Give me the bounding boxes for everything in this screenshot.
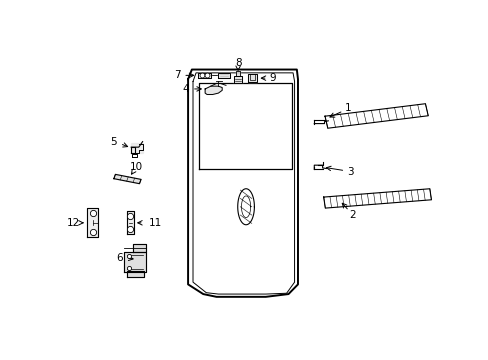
Polygon shape [325, 104, 427, 128]
Polygon shape [87, 208, 98, 237]
Text: 12: 12 [66, 218, 80, 228]
Text: 2: 2 [348, 210, 355, 220]
Text: 4: 4 [182, 84, 188, 94]
Text: 11: 11 [149, 218, 162, 228]
Polygon shape [127, 211, 134, 234]
Text: 1: 1 [345, 103, 351, 113]
Text: 9: 9 [269, 73, 275, 83]
Polygon shape [233, 76, 242, 83]
Polygon shape [131, 143, 142, 153]
Polygon shape [247, 74, 257, 82]
Polygon shape [127, 271, 144, 278]
Text: 8: 8 [234, 58, 241, 68]
Polygon shape [218, 73, 229, 77]
Text: 7: 7 [173, 70, 180, 80]
Text: 6: 6 [116, 253, 122, 263]
Text: 5: 5 [110, 136, 117, 147]
Polygon shape [114, 174, 141, 184]
Polygon shape [323, 189, 430, 208]
Text: 3: 3 [346, 167, 353, 177]
Polygon shape [205, 86, 222, 94]
Polygon shape [197, 73, 210, 77]
Polygon shape [133, 244, 146, 252]
Polygon shape [236, 72, 240, 76]
Polygon shape [123, 252, 146, 272]
Text: 10: 10 [129, 162, 142, 172]
